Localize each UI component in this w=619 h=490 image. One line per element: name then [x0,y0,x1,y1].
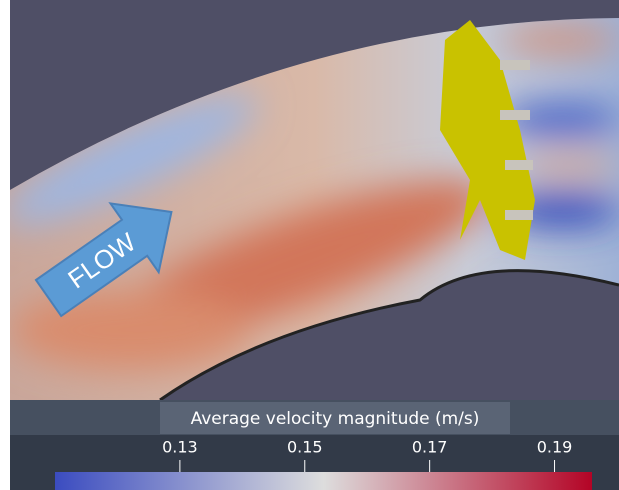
colorbar [55,472,592,490]
tick-label: 0.17 [412,438,448,457]
visualization: FLOW Average velocity magnitude (m/s) 0.… [0,0,619,490]
tick-label: 0.13 [162,438,198,457]
tick-label: 0.15 [287,438,323,457]
tick-label: 0.19 [537,438,573,457]
colorbar-title: Average velocity magnitude (m/s) [191,409,480,429]
